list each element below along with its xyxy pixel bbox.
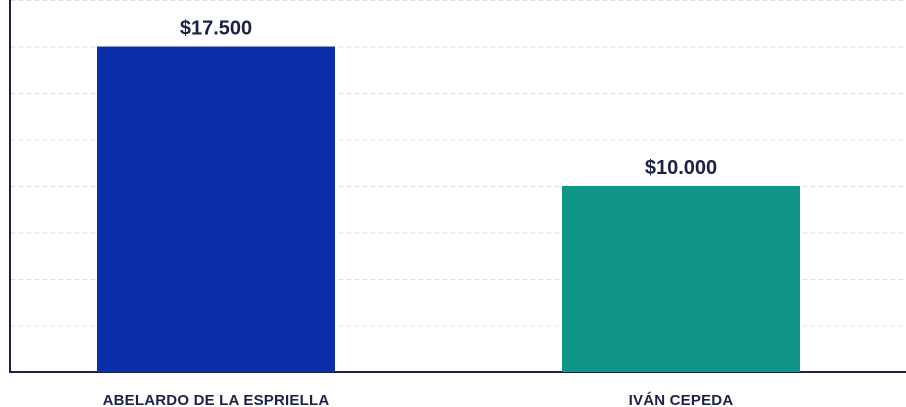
bar-value-label: $17.500 [180, 18, 252, 40]
bars [97, 46, 800, 372]
category-tick-label: ABELARDO DE LA ESPRIELLA [103, 392, 330, 407]
bar-value-label: $10.000 [645, 157, 717, 179]
bar-ivan-cepeda [562, 186, 800, 372]
value-labels: $17.500 $10.000 [180, 18, 717, 180]
bar-abelardo-de-la-espriella [97, 46, 335, 372]
category-labels: ABELARDO DE LA ESPRIELLA IVÁN CEPEDA [103, 392, 734, 407]
category-tick-label: IVÁN CEPEDA [629, 392, 734, 407]
